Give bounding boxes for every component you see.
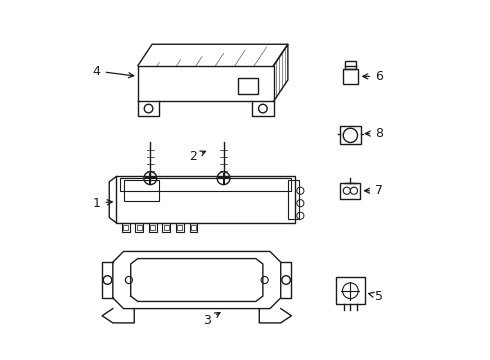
Text: 3: 3 xyxy=(203,312,220,327)
Bar xyxy=(122,223,130,232)
Bar xyxy=(123,180,159,202)
Text: 6: 6 xyxy=(363,70,383,83)
Bar xyxy=(150,225,155,230)
Bar xyxy=(176,223,184,232)
Bar xyxy=(123,225,128,230)
Bar xyxy=(336,277,365,304)
Bar xyxy=(343,69,358,84)
Bar xyxy=(288,180,298,219)
Bar xyxy=(117,176,295,223)
Bar xyxy=(191,225,196,230)
Bar xyxy=(341,183,360,199)
Bar xyxy=(137,225,142,230)
Bar xyxy=(345,62,356,69)
Bar xyxy=(135,223,143,232)
Text: 5: 5 xyxy=(368,289,383,303)
Bar xyxy=(238,78,258,94)
Text: 1: 1 xyxy=(93,197,112,210)
Text: 2: 2 xyxy=(189,150,205,163)
Bar xyxy=(163,223,171,232)
Bar xyxy=(120,178,292,191)
Bar xyxy=(177,225,182,230)
Bar xyxy=(149,223,157,232)
Bar xyxy=(340,126,361,144)
Bar xyxy=(190,223,197,232)
Text: 7: 7 xyxy=(365,184,383,197)
Bar xyxy=(164,225,169,230)
Text: 8: 8 xyxy=(365,127,383,140)
Text: 4: 4 xyxy=(93,64,134,78)
